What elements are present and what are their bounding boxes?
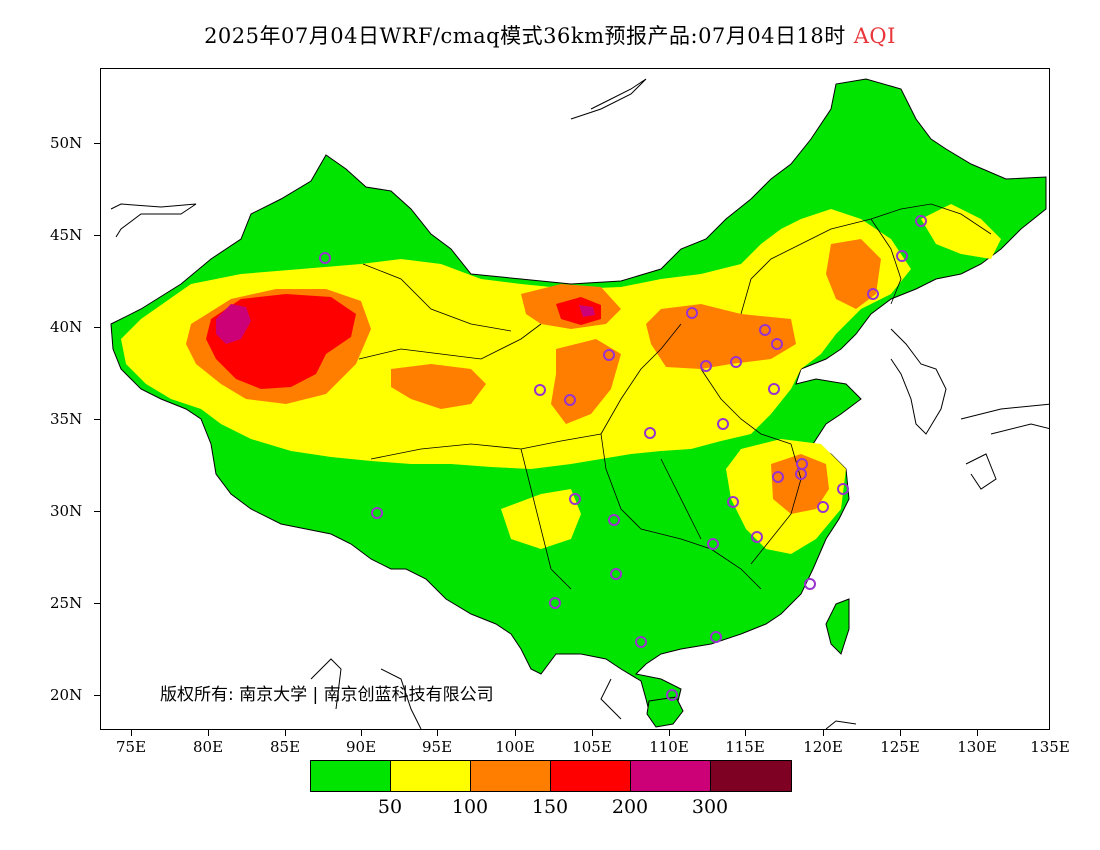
legend-swatch-severe-pollution bbox=[711, 761, 791, 791]
lon-label-90e: 90E bbox=[345, 738, 377, 756]
aqi-zone-orange-northeast bbox=[826, 239, 881, 309]
hainan-island bbox=[646, 696, 684, 728]
lat-tick bbox=[94, 419, 100, 420]
aqi-zone-orange-loess bbox=[551, 339, 621, 424]
lon-tick bbox=[285, 730, 286, 736]
legend-label-300: 300 bbox=[691, 796, 729, 818]
legend-label-150: 150 bbox=[531, 796, 569, 818]
map-title: 2025年07月04日WRF/cmaq模式36km预报产品:07月04日18时 A… bbox=[0, 20, 1100, 50]
lon-tick bbox=[823, 730, 824, 736]
legend-swatch-heavy-pollution bbox=[631, 761, 711, 791]
lon-label-95e: 95E bbox=[421, 738, 453, 756]
lat-label-45n: 45N bbox=[50, 226, 83, 244]
aqi-zone-red-inner-mongolia bbox=[556, 297, 601, 325]
lat-label-50n: 50N bbox=[50, 134, 83, 152]
lat-label-35n: 35N bbox=[50, 410, 83, 428]
lon-tick bbox=[745, 730, 746, 736]
lon-tick bbox=[208, 730, 209, 736]
lat-tick bbox=[94, 511, 100, 512]
aqi-forecast-map bbox=[100, 68, 1050, 730]
lon-tick bbox=[361, 730, 362, 736]
title-text: 2025年07月04日WRF/cmaq模式36km预报产品:07月04日18时 bbox=[204, 24, 846, 48]
aqi-zone-orange-yangtze bbox=[771, 454, 829, 514]
legend-label-50: 50 bbox=[377, 796, 403, 818]
lat-tick bbox=[94, 327, 100, 328]
aqi-zone-yellow-northwest bbox=[121, 209, 911, 469]
lon-label-125e: 125E bbox=[880, 738, 920, 756]
lon-tick bbox=[515, 730, 516, 736]
lon-label-100e: 100E bbox=[495, 738, 535, 756]
lon-tick bbox=[437, 730, 438, 736]
legend-swatch-light-pollution bbox=[471, 761, 551, 791]
copyright-notice: 版权所有: 南京大学 | 南京创蓝科技有限公司 bbox=[160, 685, 494, 705]
neighbor-coastlines bbox=[110, 78, 1049, 729]
lat-tick bbox=[94, 143, 100, 144]
legend-label-100: 100 bbox=[451, 796, 489, 818]
lon-tick bbox=[977, 730, 978, 736]
legend-swatch-good bbox=[311, 761, 391, 791]
lat-label-40n: 40N bbox=[50, 318, 83, 336]
lon-tick bbox=[900, 730, 901, 736]
aqi-zone-yellow-southwest bbox=[501, 489, 581, 549]
legend-swatch-moderate bbox=[391, 761, 471, 791]
legend-label-200: 200 bbox=[611, 796, 649, 818]
lon-label-115e: 115E bbox=[725, 738, 765, 756]
lon-tick bbox=[131, 730, 132, 736]
variable-label: AQI bbox=[853, 24, 896, 48]
lon-tick bbox=[592, 730, 593, 736]
lon-label-105e: 105E bbox=[572, 738, 612, 756]
map-canvas bbox=[110, 78, 1049, 729]
lat-tick bbox=[94, 695, 100, 696]
lon-label-80e: 80E bbox=[192, 738, 224, 756]
aqi-zone-purple-inner-mongolia bbox=[579, 305, 595, 317]
lon-label-135e: 135E bbox=[1030, 738, 1070, 756]
aqi-color-legend bbox=[310, 760, 792, 792]
legend-swatch-moderate-pollution bbox=[551, 761, 631, 791]
province-boundaries bbox=[358, 203, 992, 590]
lon-label-130e: 130E bbox=[957, 738, 997, 756]
aqi-zone-yellow-northeast bbox=[921, 204, 1001, 259]
aqi-zone-purple-tarim bbox=[216, 304, 251, 344]
taiwan-island bbox=[825, 598, 850, 655]
monitoring-stations bbox=[319, 215, 927, 701]
lon-tick bbox=[669, 730, 670, 736]
lat-tick bbox=[94, 603, 100, 604]
lat-label-25n: 25N bbox=[50, 594, 83, 612]
lat-label-30n: 30N bbox=[50, 502, 83, 520]
lon-label-85e: 85E bbox=[269, 738, 301, 756]
lat-tick bbox=[94, 235, 100, 236]
aqi-zone-orange-huabei bbox=[646, 304, 796, 369]
lon-label-75e: 75E bbox=[115, 738, 147, 756]
lon-label-120e: 120E bbox=[803, 738, 843, 756]
lon-label-110e: 110E bbox=[649, 738, 689, 756]
lat-label-20n: 20N bbox=[50, 686, 83, 704]
aqi-zone-orange-qaidam bbox=[391, 364, 486, 409]
